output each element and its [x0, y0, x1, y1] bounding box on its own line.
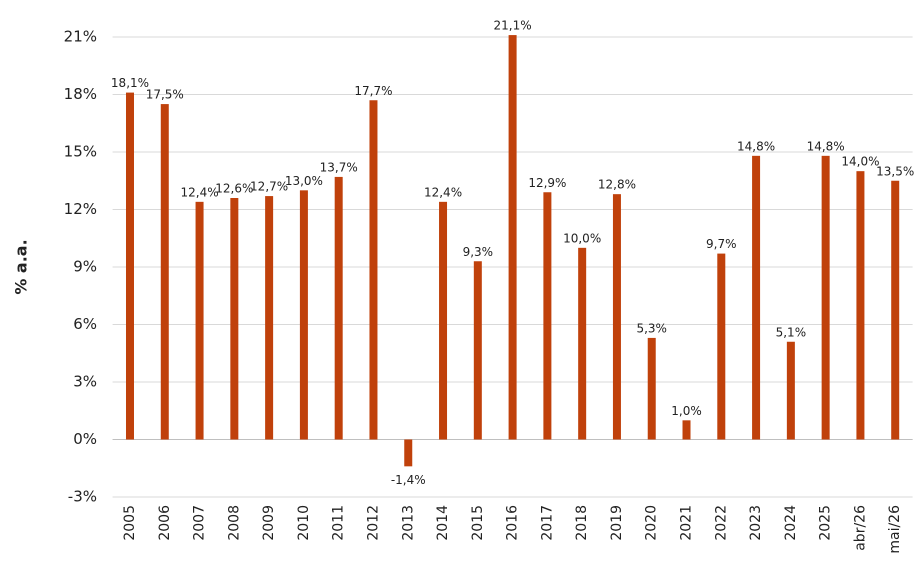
- bar: [369, 100, 378, 440]
- bar: [404, 439, 413, 467]
- bar: [856, 171, 865, 440]
- value-label: 12,8%: [598, 178, 636, 192]
- bar: [821, 155, 830, 440]
- value-label: -1,4%: [391, 473, 426, 487]
- bar: [299, 190, 308, 440]
- x-tick-label: 2019: [609, 505, 625, 541]
- value-label: 18,1%: [111, 76, 149, 90]
- value-label: 10,0%: [563, 231, 601, 245]
- bar: [543, 192, 552, 440]
- x-tick-label: 2022: [713, 505, 729, 541]
- x-tick-label: 2023: [748, 505, 764, 541]
- bar: [891, 180, 900, 440]
- x-tick-label: 2014: [435, 505, 451, 541]
- value-label: 1,0%: [671, 404, 702, 418]
- x-tick-label: 2007: [192, 505, 208, 541]
- value-label: 17,5%: [146, 88, 184, 102]
- bar: [195, 201, 204, 440]
- bar: [752, 155, 761, 440]
- x-tick-label: 2010: [296, 505, 312, 541]
- x-tick-label: abr/26: [852, 505, 868, 551]
- bar: [334, 176, 343, 440]
- bar: [612, 194, 621, 440]
- x-tick-label: 2016: [505, 505, 521, 541]
- value-label: 17,7%: [354, 84, 392, 98]
- value-label: 14,8%: [737, 139, 775, 153]
- value-label: 12,4%: [180, 185, 218, 199]
- bar: [265, 196, 274, 440]
- bar: [230, 198, 239, 440]
- bar: [647, 337, 656, 440]
- x-tick-label: 2005: [122, 505, 138, 541]
- y-tick-label: 15%: [64, 143, 97, 161]
- value-label: 9,7%: [706, 237, 737, 251]
- bar: [160, 104, 169, 440]
- x-tick-label: 2013: [400, 505, 416, 541]
- x-tick-label: 2018: [574, 505, 590, 541]
- x-tick-label: 2008: [226, 505, 242, 541]
- value-label: 9,3%: [463, 245, 494, 259]
- y-tick-label: 9%: [73, 258, 97, 276]
- bar: [125, 92, 134, 440]
- x-tick-label: 2017: [539, 505, 555, 541]
- bar: [439, 201, 448, 440]
- y-tick-label: 0%: [73, 430, 97, 448]
- value-label: 12,7%: [250, 180, 288, 194]
- value-label: 13,5%: [876, 164, 914, 178]
- y-tick-label: 6%: [73, 315, 97, 333]
- x-tick-label: 2011: [331, 505, 347, 541]
- bar: [682, 420, 691, 440]
- x-tick-label: 2025: [818, 505, 834, 541]
- x-tick-label: 2006: [157, 505, 173, 541]
- x-tick-label: 2015: [470, 505, 486, 541]
- bar: [508, 35, 517, 440]
- value-label: 21,1%: [494, 19, 532, 33]
- value-label: 14,8%: [807, 139, 845, 153]
- x-tick-label: 2021: [679, 505, 695, 541]
- y-tick-label: -3%: [68, 488, 97, 506]
- value-label: 5,1%: [776, 325, 807, 339]
- value-label: 13,7%: [320, 160, 358, 174]
- x-tick-label: mai/26: [887, 505, 903, 554]
- value-label: 13,0%: [285, 174, 323, 188]
- value-label: 12,9%: [528, 176, 566, 190]
- y-tick-label: 18%: [64, 85, 97, 103]
- y-tick-label: 3%: [73, 373, 97, 391]
- x-tick-label: 2009: [261, 505, 277, 541]
- value-label: 12,6%: [215, 182, 253, 196]
- y-tick-label: 12%: [64, 200, 97, 218]
- x-tick-label: 2020: [644, 505, 660, 541]
- x-tick-label: 2024: [783, 505, 799, 541]
- value-label: 14,0%: [841, 155, 879, 169]
- bar: [786, 341, 795, 440]
- bar: [473, 261, 482, 440]
- x-tick-label: 2012: [365, 505, 381, 541]
- bar: [717, 253, 726, 440]
- bar: [578, 247, 587, 440]
- value-label: 5,3%: [636, 321, 667, 335]
- y-axis-title: % a.a.: [12, 239, 31, 294]
- value-label: 12,4%: [424, 185, 462, 199]
- y-tick-label: 21%: [64, 28, 97, 46]
